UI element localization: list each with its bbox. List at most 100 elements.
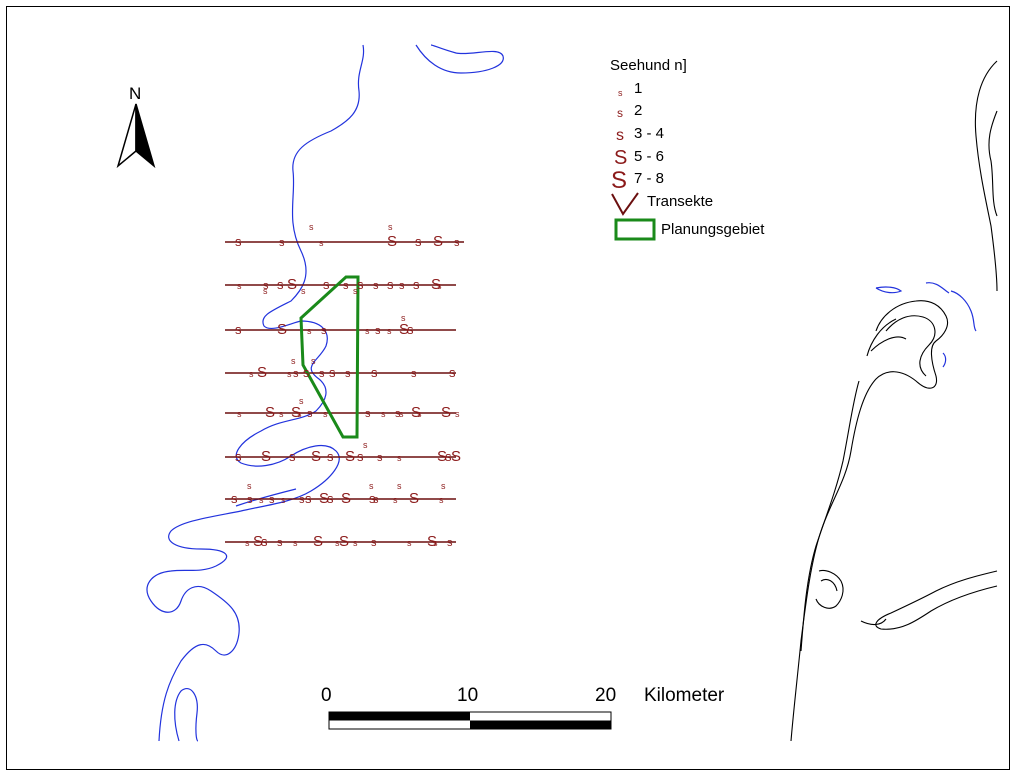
legend-class-1: 1 [634,80,642,97]
seal-symbol: s [299,494,305,506]
seal-symbol: s [441,481,446,491]
seal-symbol: s [401,313,406,323]
seal-symbol: s [311,356,316,366]
seal-symbol: s [277,277,284,292]
seal-symbol: s [345,368,351,380]
seal-symbol: s [433,538,438,548]
seal-symbol: s [371,537,377,549]
seal-symbol: S [411,404,421,421]
seal-symbol: s [388,222,393,232]
seal-symbol: s [293,368,299,380]
seal-symbol: s [335,538,340,548]
scale-bar: 0 10 20 Kilometer [321,685,725,730]
seal-symbol: s [247,481,252,491]
seal-symbol: s [381,409,386,419]
legend: Seehund n] s 1 s 2 s 3 - 4 S 5 - 6 S 7 -… [610,57,765,241]
planning-area [299,275,360,439]
seal-symbol: s [279,237,285,249]
seal-symbol: s [373,494,379,506]
depth-contour [146,44,977,742]
seal-symbol: s [343,280,349,292]
seal-symbol: s [449,365,456,380]
seal-symbol: s [454,237,460,249]
seal-symbol: s [357,277,364,292]
seal-symbol: s [447,537,453,549]
seal-symbol: S [287,276,297,293]
seal-symbol: s [371,365,378,380]
seal-symbol: S [431,276,441,293]
scale-unit: Kilometer [644,685,725,706]
seal-symbol: S [345,448,355,465]
seal-symbol: s [407,322,414,337]
seal-symbol: s [323,409,328,419]
seal-symbol: S [341,490,351,507]
seal-symbol: s [245,538,250,548]
seal-symbol: S [257,364,267,381]
legend-title: Seehund n] [610,57,687,74]
seal-symbol: s [319,238,324,248]
legend-class-5: 7 - 8 [634,170,664,187]
seal-symbol: s [395,408,401,420]
seal-symbol: S [253,533,263,550]
legend-area-symbol [614,218,656,241]
seal-symbol: s [235,322,242,337]
seal-symbol: s [281,495,286,505]
seal-symbol: s [307,408,313,420]
seal-symbol: s [437,281,442,291]
seal-symbol: s [375,325,381,337]
seal-symbol: s [397,481,402,491]
seal-symbol: s [407,538,412,548]
seal-symbol: s [263,280,269,292]
seal-symbol: S [277,321,287,338]
seal-symbol: s [291,356,296,366]
scale-tick-20: 20 [595,685,616,706]
seal-symbol: s [399,409,404,419]
scale-tick-10: 10 [457,685,478,706]
seal-symbol: s [269,494,275,506]
seal-symbol: s [439,495,444,505]
seal-symbol: s [235,449,242,464]
seal-symbol: s [357,449,364,464]
seal-symbol: s [413,277,420,292]
seal-symbol: s [387,277,394,292]
seal-symbol: s [289,449,296,464]
seal-symbol: s [247,494,253,506]
seal-symbol: S [451,448,461,465]
seal-symbol: s [327,449,334,464]
seal-symbol: s [277,537,283,549]
seal-symbol: S [399,321,409,338]
seal-symbol: s [323,277,330,292]
seal-symbol: S [433,233,443,250]
seal-symbol: S [437,448,447,465]
legend-class-3: 3 - 4 [634,125,664,142]
seal-symbol: S [427,533,437,550]
seal-symbol: S [261,448,271,465]
seal-symbol: s [237,409,242,419]
seal-symbol: s [329,365,336,380]
north-arrow: N [116,84,156,169]
seal-symbol: s [301,286,306,296]
seal-symbol: s [353,538,358,548]
seal-symbol: S [409,490,419,507]
seal-symbol: s [399,280,405,292]
seal-symbol: s [287,369,292,379]
seal-symbol: s [417,409,422,419]
seal-symbol: s [373,280,379,292]
seal-symbol: s [297,409,302,419]
seal-symbol: s [263,286,268,296]
seal-symbol: s [237,281,242,291]
legend-symbol-2: s [617,106,623,120]
seal-symbol: S [313,533,323,550]
coastline [790,60,998,742]
legend-symbol-5: S [611,167,627,194]
seal-symbol: s [363,440,368,450]
scale-tick-0: 0 [321,685,332,706]
seal-symbol: s [445,449,452,464]
seal-symbol: S [441,404,451,421]
legend-symbol-1: s [618,88,623,98]
legend-transect-label: Transekte [647,193,713,210]
seal-symbol: s [369,491,376,506]
seal-symbol: S [319,490,329,507]
